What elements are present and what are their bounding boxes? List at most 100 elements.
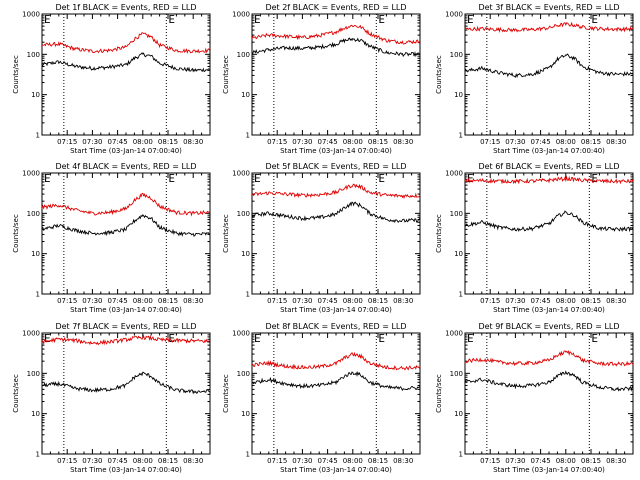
x-tick-label: 08:30 xyxy=(606,297,626,305)
y-tick-label: 1 xyxy=(459,451,463,459)
x-tick-label: 08:30 xyxy=(606,138,626,146)
marker-label-left: E xyxy=(467,13,474,26)
plot-frame xyxy=(464,332,634,455)
marker-label-left: E xyxy=(254,172,261,185)
panel-title: Det 1f BLACK = Events, RED = LLD xyxy=(55,3,196,12)
marker-label-left: E xyxy=(44,172,51,185)
y-tick-label: 10 xyxy=(241,410,250,418)
x-tick-label: 08:00 xyxy=(343,457,363,465)
x-tick-label: 08:30 xyxy=(183,138,203,146)
series-events-line xyxy=(464,53,634,79)
x-tick-label: 07:30 xyxy=(292,297,312,305)
panel-det-5: Det 5f BLACK = Events, RED = LLD 1 10 100 10… xyxy=(222,162,421,314)
x-axis-label: Start Time (03-Jan-14 07:00:40) xyxy=(70,147,182,155)
panel-det-3: Det 3f BLACK = Events, RED = LLD 1 10 100 10… xyxy=(435,3,634,155)
plot-frame xyxy=(251,332,421,455)
x-tick-label: 08:00 xyxy=(133,457,153,465)
panel-det-4: Det 4f BLACK = Events, RED = LLD 1 10 100 10… xyxy=(12,162,211,314)
series-lld-line xyxy=(41,192,211,217)
y-axis-label: Counts/sec xyxy=(222,374,230,413)
x-tick-label: 07:30 xyxy=(292,457,312,465)
x-tick-label: 07:15 xyxy=(480,457,500,465)
series-lld-line xyxy=(251,183,421,199)
x-tick-label: 07:15 xyxy=(480,297,500,305)
x-tick-label: 07:30 xyxy=(82,138,102,146)
x-axis-label: Start Time (03-Jan-14 07:00:40) xyxy=(70,306,182,314)
y-axis-label: Counts/sec xyxy=(12,374,20,413)
x-tick-label: 08:00 xyxy=(556,297,576,305)
x-tick-label: 07:45 xyxy=(531,138,551,146)
panel-title: Det 6f BLACK = Events, RED = LLD xyxy=(478,162,619,171)
x-axis-label: Start Time (03-Jan-14 07:00:40) xyxy=(70,466,182,474)
panel-title: Det 5f BLACK = Events, RED = LLD xyxy=(265,162,406,171)
x-tick-label: 08:00 xyxy=(133,297,153,305)
series-events-line xyxy=(41,213,211,237)
x-tick-label: 07:45 xyxy=(318,297,338,305)
x-tick-label: 07:15 xyxy=(480,138,500,146)
y-tick-label: 100 xyxy=(237,370,250,378)
y-tick-label: 10 xyxy=(454,91,463,99)
plot-frame xyxy=(41,13,211,136)
series-events-line xyxy=(41,371,211,395)
x-tick-label: 08:30 xyxy=(183,457,203,465)
marker-label-right: E xyxy=(591,172,598,185)
panel-title: Det 8f BLACK = Events, RED = LLD xyxy=(265,322,406,331)
y-tick-label: 1 xyxy=(246,132,250,140)
y-axis-label: Counts/sec xyxy=(222,55,230,94)
x-tick-label: 08:30 xyxy=(393,457,413,465)
plot-frame xyxy=(251,172,421,295)
series-lld-line xyxy=(41,334,211,346)
x-axis-label: Start Time (03-Jan-14 07:00:40) xyxy=(493,306,605,314)
x-tick-label: 07:15 xyxy=(267,297,287,305)
x-tick-label: 08:00 xyxy=(556,138,576,146)
y-tick-label: 1000 xyxy=(232,170,250,178)
x-axis-label: Start Time (03-Jan-14 07:00:40) xyxy=(493,147,605,155)
y-tick-label: 1000 xyxy=(232,11,250,19)
x-tick-label: 07:45 xyxy=(531,457,551,465)
x-tick-label: 07:45 xyxy=(318,138,338,146)
y-axis-label: Counts/sec xyxy=(435,55,443,94)
x-tick-label: 07:30 xyxy=(82,457,102,465)
y-tick-label: 1 xyxy=(36,132,40,140)
panel-det-6: Det 6f BLACK = Events, RED = LLD 1 10 100 10… xyxy=(435,162,634,314)
y-tick-label: 100 xyxy=(237,51,250,59)
marker-label-right: E xyxy=(168,172,175,185)
x-axis-label: Start Time (03-Jan-14 07:00:40) xyxy=(280,466,392,474)
marker-label-left: E xyxy=(467,172,474,185)
x-tick-label: 08:00 xyxy=(343,138,363,146)
x-tick-label: 08:00 xyxy=(343,297,363,305)
y-tick-label: 10 xyxy=(454,410,463,418)
y-tick-label: 1000 xyxy=(232,330,250,338)
y-axis-label: Counts/sec xyxy=(12,55,20,94)
y-tick-label: 1000 xyxy=(22,330,40,338)
y-tick-label: 1 xyxy=(246,291,250,299)
marker-label-right: E xyxy=(168,332,175,345)
x-tick-label: 07:30 xyxy=(292,138,312,146)
x-tick-label: 07:45 xyxy=(108,297,128,305)
panel-det-8: Det 8f BLACK = Events, RED = LLD 1 10 100 10… xyxy=(222,322,421,474)
y-tick-label: 10 xyxy=(31,410,40,418)
plot-frame xyxy=(251,13,421,136)
series-events-line xyxy=(41,52,211,73)
y-tick-label: 1000 xyxy=(445,170,463,178)
x-tick-label: 08:15 xyxy=(368,297,388,305)
plot-frame xyxy=(41,332,211,455)
panel-title: Det 2f BLACK = Events, RED = LLD xyxy=(265,3,406,12)
x-tick-label: 07:15 xyxy=(57,138,77,146)
y-tick-label: 1000 xyxy=(22,11,40,19)
x-tick-label: 07:15 xyxy=(57,297,77,305)
y-tick-label: 1 xyxy=(36,451,40,459)
x-tick-label: 07:30 xyxy=(505,138,525,146)
x-tick-label: 08:15 xyxy=(158,297,178,305)
x-tick-label: 08:30 xyxy=(393,138,413,146)
series-lld-line xyxy=(464,175,634,185)
y-tick-label: 100 xyxy=(27,370,40,378)
x-axis-label: Start Time (03-Jan-14 07:00:40) xyxy=(280,306,392,314)
x-tick-label: 07:45 xyxy=(318,457,338,465)
x-tick-label: 08:00 xyxy=(556,457,576,465)
x-tick-label: 07:30 xyxy=(505,457,525,465)
series-events-line xyxy=(464,210,634,233)
marker-label-left: E xyxy=(467,332,474,345)
marker-label-left: E xyxy=(44,13,51,26)
x-tick-label: 08:15 xyxy=(368,138,388,146)
